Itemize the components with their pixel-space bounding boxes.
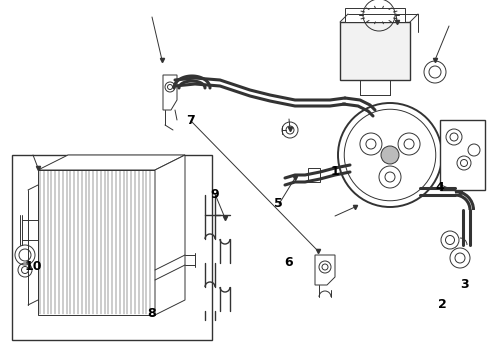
Circle shape <box>380 146 398 164</box>
Text: 1: 1 <box>330 165 339 177</box>
Text: 9: 9 <box>210 188 219 201</box>
Bar <box>339 22 409 80</box>
Bar <box>439 120 484 190</box>
Text: 10: 10 <box>24 260 42 273</box>
Polygon shape <box>314 255 334 285</box>
Text: 4: 4 <box>435 181 444 194</box>
Text: 6: 6 <box>284 256 292 269</box>
Text: 7: 7 <box>186 114 195 127</box>
Text: 2: 2 <box>437 298 446 311</box>
Bar <box>307 168 319 182</box>
Polygon shape <box>155 155 184 315</box>
Text: 8: 8 <box>147 307 156 320</box>
Polygon shape <box>163 75 177 110</box>
Bar <box>345 8 404 22</box>
Text: 3: 3 <box>459 278 468 291</box>
Text: 5: 5 <box>274 197 283 210</box>
Polygon shape <box>38 155 184 170</box>
Polygon shape <box>38 170 155 315</box>
Bar <box>12 155 212 340</box>
